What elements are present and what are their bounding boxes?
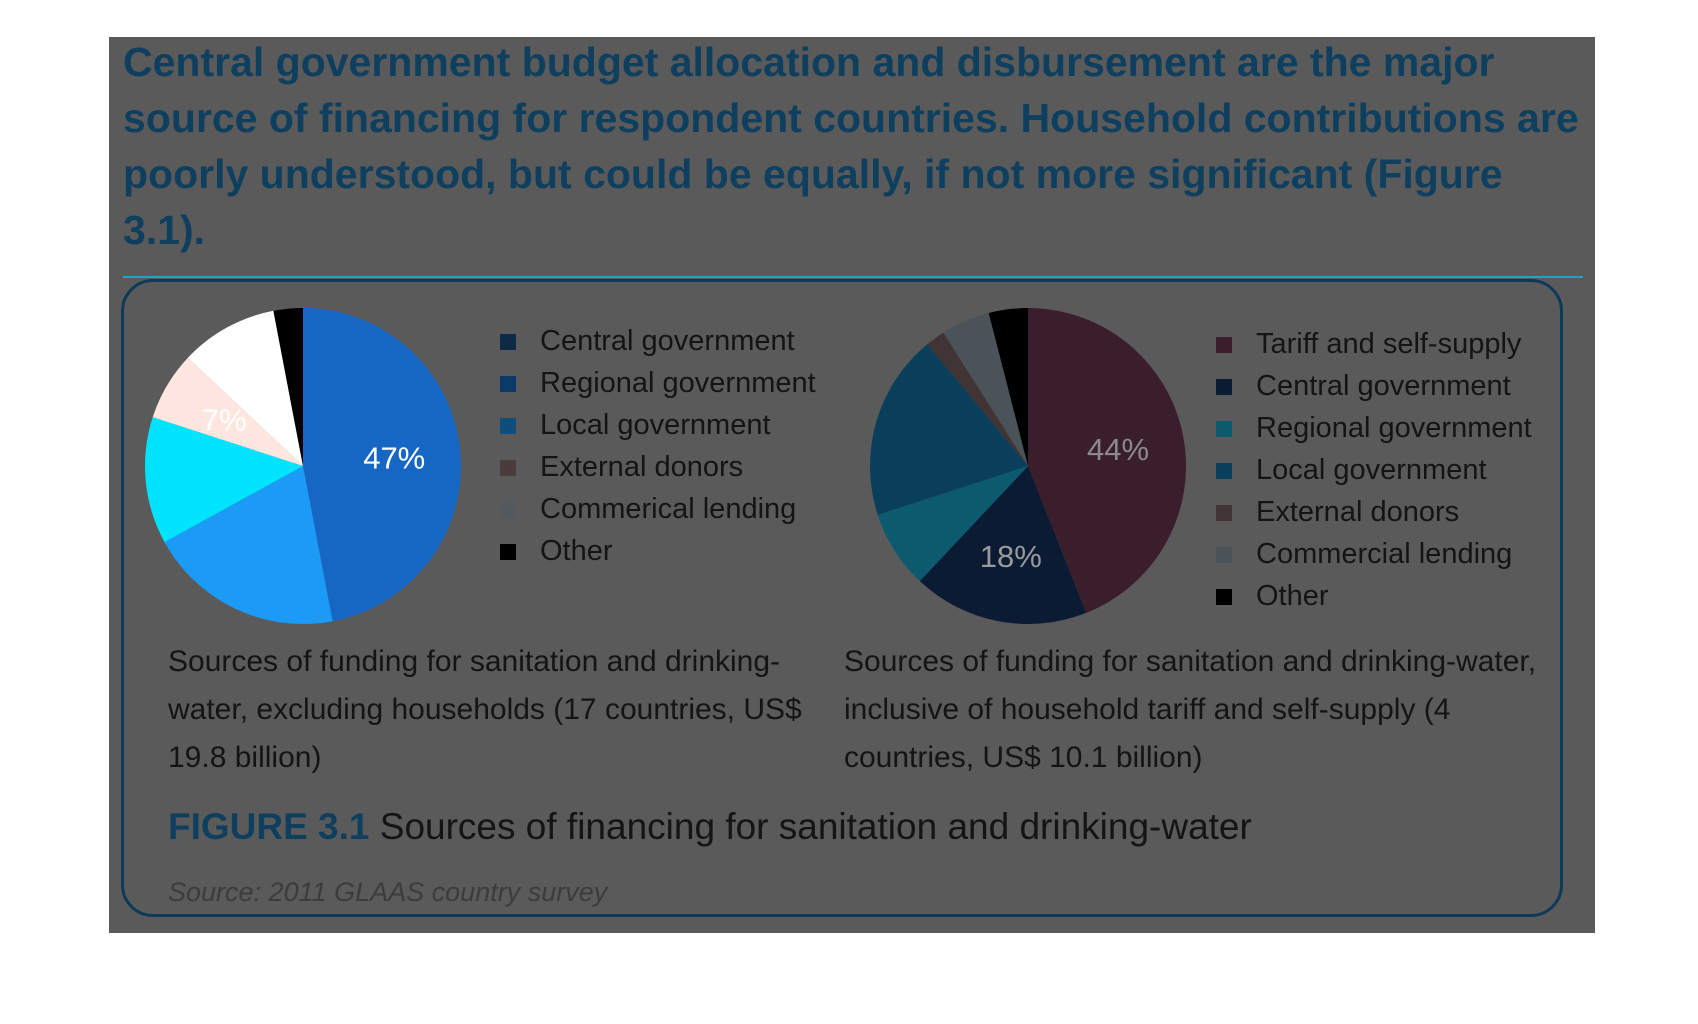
pie-chart-including-households: 44% 18% bbox=[870, 308, 1186, 624]
legend-swatch bbox=[500, 502, 516, 518]
legend-label: Commerical lending bbox=[540, 493, 797, 525]
pie-slice-regional-government bbox=[164, 466, 333, 624]
pie-slice-external-donors bbox=[927, 332, 1028, 466]
legend-swatch bbox=[1216, 505, 1232, 521]
legend-item: External donors bbox=[1216, 491, 1532, 533]
legend-label: Commercial lending bbox=[1256, 538, 1513, 570]
legend-item: Regional government bbox=[500, 362, 816, 404]
legend-label: Regional government bbox=[540, 367, 816, 399]
legend-item: Tariff and self-supply bbox=[1216, 323, 1532, 365]
legend-swatch bbox=[1216, 379, 1232, 395]
legend-label: Regional government bbox=[1256, 412, 1532, 444]
legend-swatch bbox=[1216, 421, 1232, 437]
legend-label: External donors bbox=[540, 451, 744, 483]
legend-swatch bbox=[1216, 337, 1232, 353]
figure-title: FIGURE 3.1 Sources of financing for sani… bbox=[168, 806, 1252, 848]
legend-item: Local government bbox=[500, 404, 816, 446]
legend-excluding-households: Central government Regional government L… bbox=[500, 320, 816, 572]
figure-frame bbox=[121, 279, 1563, 917]
legend-label: Local government bbox=[1256, 454, 1487, 486]
pie-slice-other bbox=[273, 308, 303, 466]
legend-label: Central government bbox=[1256, 370, 1511, 402]
legend-label: Local government bbox=[540, 409, 771, 441]
pie-slice-regional-government bbox=[877, 466, 1028, 582]
pie-slice-other bbox=[988, 308, 1028, 466]
figure-number: FIGURE 3.1 bbox=[168, 806, 370, 847]
pie-slice-commercial-lending bbox=[943, 312, 1028, 466]
legend-swatch bbox=[1216, 463, 1232, 479]
legend-item: Commercial lending bbox=[1216, 533, 1532, 575]
legend-item: Central government bbox=[1216, 365, 1532, 407]
pie-slice-local-government bbox=[145, 417, 303, 543]
legend-item: External donors bbox=[500, 446, 816, 488]
pie-data-label: 47% bbox=[363, 440, 425, 475]
headline: Central government budget allocation and… bbox=[123, 39, 1579, 253]
pie-chart-excluding-households: 47% 7% bbox=[145, 308, 462, 624]
legend-swatch bbox=[1216, 547, 1232, 563]
legend-item: Other bbox=[500, 530, 816, 572]
legend-swatch bbox=[500, 544, 516, 560]
figure-source: Source: 2011 GLAAS country survey bbox=[168, 877, 608, 907]
legend-item: Commerical lending bbox=[500, 488, 816, 530]
legend-label: Tariff and self-supply bbox=[1256, 328, 1522, 360]
chart-caption-excluding-households: Sources of funding for sanitation and dr… bbox=[168, 645, 802, 774]
legend-swatch bbox=[500, 376, 516, 392]
legend-item: Central government bbox=[500, 320, 816, 362]
headline-rule bbox=[123, 276, 1583, 278]
legend-label: External donors bbox=[1256, 496, 1460, 528]
legend-swatch bbox=[500, 418, 516, 434]
pie-slice-commerical-lending bbox=[187, 310, 303, 466]
pie-slice-tariff-and-self-supply bbox=[1028, 308, 1186, 613]
legend-label: Other bbox=[1256, 580, 1329, 612]
legend-item: Local government bbox=[1216, 449, 1532, 491]
figure-title-text: Sources of financing for sanitation and … bbox=[379, 806, 1252, 847]
legend-item: Other bbox=[1216, 575, 1532, 617]
legend-label: Other bbox=[540, 535, 613, 567]
legend-label: Central government bbox=[540, 325, 795, 357]
pie-slice-central-government bbox=[303, 308, 462, 622]
legend-including-households: Tariff and self-supply Central governmen… bbox=[1216, 323, 1532, 617]
pie-data-label: 18% bbox=[980, 539, 1042, 574]
legend-swatch bbox=[1216, 589, 1232, 605]
legend-swatch bbox=[500, 334, 516, 350]
legend-item: Regional government bbox=[1216, 407, 1532, 449]
pie-slice-local-government bbox=[870, 344, 1028, 515]
pie-slice-external-donors bbox=[152, 357, 303, 466]
pie-slice-central-government bbox=[919, 466, 1087, 624]
legend-swatch bbox=[500, 460, 516, 476]
chart-caption-including-households: Sources of funding for sanitation and dr… bbox=[844, 645, 1537, 774]
pie-data-label: 44% bbox=[1087, 432, 1149, 467]
pie-data-label: 7% bbox=[202, 402, 247, 437]
